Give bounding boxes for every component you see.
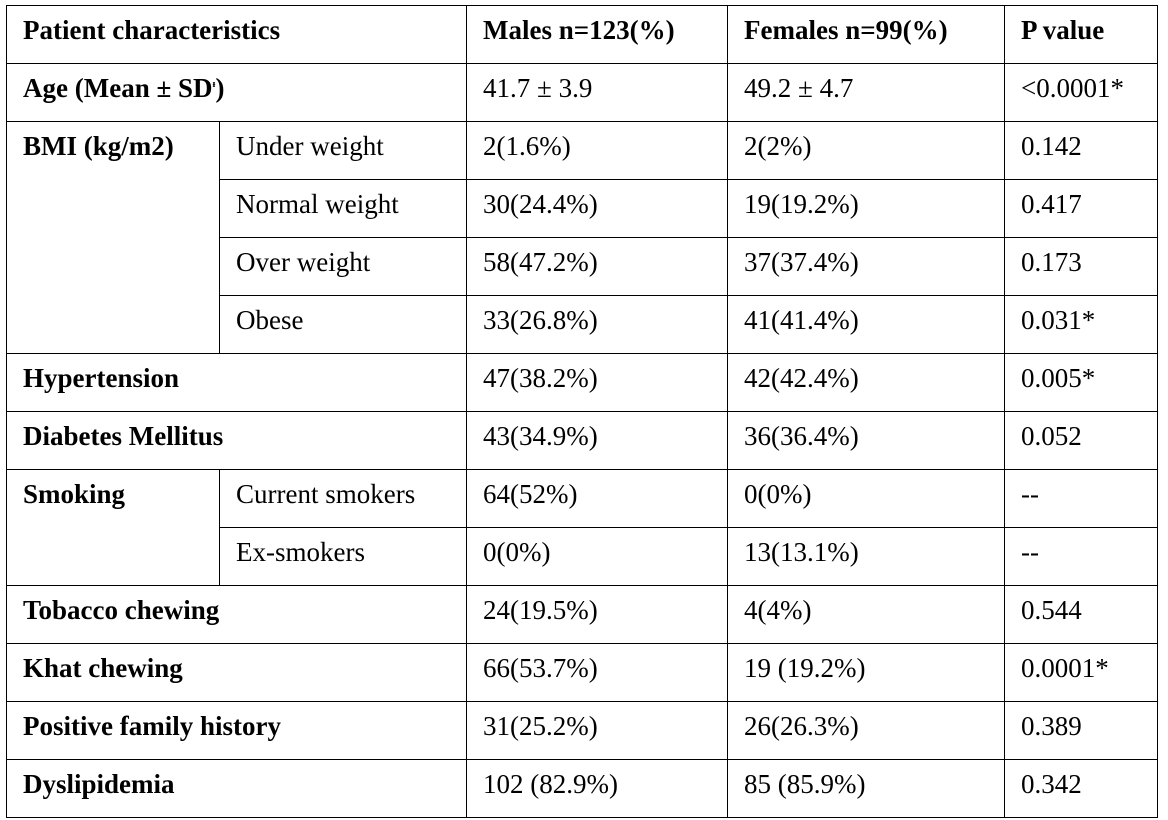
- cell-males: 43(34.9%): [466, 411, 728, 470]
- cell-females: 41(41.4%): [727, 295, 1005, 354]
- cell-p-value: 0.389: [1004, 701, 1158, 760]
- cell-females: 26(26.3%): [727, 701, 1005, 760]
- row-label-khat: Khat chewing: [6, 643, 467, 702]
- table-row: Dyslipidemia 102 (82.9%) 85 (85.9%) 0.34…: [6, 759, 1158, 818]
- cell-females: 36(36.4%): [727, 411, 1005, 470]
- cell-p-value: <0.0001*: [1004, 63, 1158, 122]
- row-label-diabetes: Diabetes Mellitus: [6, 411, 467, 470]
- cell-females: 37(37.4%): [727, 237, 1005, 296]
- cell-males: 24(19.5%): [466, 585, 728, 644]
- cell-males: 41.7 ± 3.9: [466, 63, 728, 122]
- cell-males: 66(53.7%): [466, 643, 728, 702]
- cell-females: 85 (85.9%): [727, 759, 1005, 818]
- cell-females: 0(0%): [727, 469, 1005, 528]
- cell-subcategory: Over weight: [219, 237, 467, 296]
- cell-females: 2(2%): [727, 121, 1005, 180]
- cell-males: 33(26.8%): [466, 295, 728, 354]
- row-label-hypertension: Hypertension: [6, 353, 467, 412]
- cell-p-value: 0.0001*: [1004, 643, 1158, 702]
- header-p-value: P value: [1004, 5, 1158, 64]
- table-row: Diabetes Mellitus 43(34.9%) 36(36.4%) 0.…: [6, 411, 1158, 470]
- cell-females: 19(19.2%): [727, 179, 1005, 238]
- cell-females: 42(42.4%): [727, 353, 1005, 412]
- cell-males: 64(52%): [466, 469, 728, 528]
- row-label-dyslipidemia: Dyslipidemia: [6, 759, 467, 818]
- age-label-sup: ᵻ: [212, 79, 216, 90]
- cell-subcategory: Ex-smokers: [219, 527, 467, 586]
- row-label-age: Age (Mean ± SDᵻ): [6, 63, 467, 122]
- row-label-tobacco: Tobacco chewing: [6, 585, 467, 644]
- header-row: Patient characteristics Males n=123(%) F…: [6, 5, 1158, 64]
- patient-characteristics-table: Patient characteristics Males n=123(%) F…: [6, 5, 1158, 818]
- table-row: Hypertension 47(38.2%) 42(42.4%) 0.005*: [6, 353, 1158, 412]
- cell-males: 30(24.4%): [466, 179, 728, 238]
- cell-females: 4(4%): [727, 585, 1005, 644]
- header-characteristics: Patient characteristics: [6, 5, 467, 64]
- cell-subcategory: Normal weight: [219, 179, 467, 238]
- table-row: Age (Mean ± SDᵻ) 41.7 ± 3.9 49.2 ± 4.7 <…: [6, 63, 1158, 122]
- cell-females: 19 (19.2%): [727, 643, 1005, 702]
- header-females: Females n=99(%): [727, 5, 1005, 64]
- table-row: Positive family history 31(25.2%) 26(26.…: [6, 701, 1158, 760]
- cell-subcategory: Under weight: [219, 121, 467, 180]
- table-row: Tobacco chewing 24(19.5%) 4(4%) 0.544: [6, 585, 1158, 644]
- table-row: Ex-smokers 0(0%) 13(13.1%) --: [7, 527, 1158, 586]
- header-males: Males n=123(%): [466, 5, 728, 64]
- cell-p-value: --: [1004, 469, 1158, 528]
- cell-subcategory: Obese: [219, 295, 467, 354]
- cell-p-value: 0.052: [1004, 411, 1158, 470]
- cell-p-value: 0.005*: [1004, 353, 1158, 412]
- table-row: Normal weight 30(24.4%) 19(19.2%) 0.417: [7, 179, 1158, 238]
- cell-p-value: 0.142: [1004, 121, 1158, 180]
- cell-p-value: --: [1004, 527, 1158, 586]
- cell-males: 58(47.2%): [466, 237, 728, 296]
- cell-p-value: 0.031*: [1004, 295, 1158, 354]
- table-row: Smoking Current smokers 64(52%) 0(0%) --: [6, 469, 1158, 586]
- row-label-family-history: Positive family history: [6, 701, 467, 760]
- cell-p-value: 0.173: [1004, 237, 1158, 296]
- cell-males: 31(25.2%): [466, 701, 728, 760]
- table-row: BMI (kg/m2) Under weight 2(1.6%) 2(2%) 0…: [6, 121, 1158, 354]
- cell-females: 13(13.1%): [727, 527, 1005, 586]
- cell-p-value: 0.417: [1004, 179, 1158, 238]
- age-label-close: ): [215, 73, 225, 103]
- cell-males: 2(1.6%): [466, 121, 728, 180]
- cell-p-value: 0.342: [1004, 759, 1158, 818]
- cell-females: 49.2 ± 4.7: [727, 63, 1005, 122]
- cell-males: 47(38.2%): [466, 353, 728, 412]
- row-label-bmi: BMI (kg/m2): [6, 121, 220, 354]
- row-label-smoking: Smoking: [6, 469, 220, 586]
- age-label-text: Age (Mean ± SD: [23, 73, 213, 103]
- cell-subcategory: Current smokers: [219, 469, 467, 528]
- cell-males: 102 (82.9%): [466, 759, 728, 818]
- cell-males: 0(0%): [466, 527, 728, 586]
- cell-p-value: 0.544: [1004, 585, 1158, 644]
- table-row: Khat chewing 66(53.7%) 19 (19.2%) 0.0001…: [6, 643, 1158, 702]
